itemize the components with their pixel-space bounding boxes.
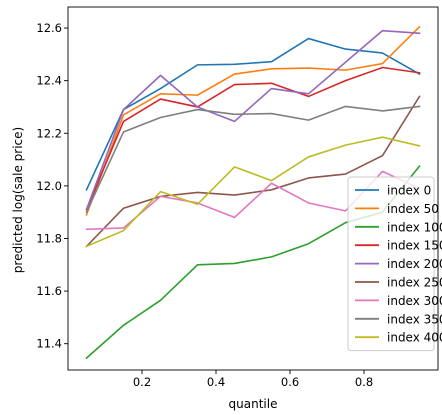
series-line-index-200 (85, 29, 421, 211)
series-line-index-50 (85, 25, 421, 216)
y-tick-label: 11.6 (36, 284, 62, 298)
legend-entry-label: index 100 (387, 220, 442, 234)
y-tick-label: 11.8 (36, 231, 62, 245)
axes-frame (67, 6, 439, 371)
legend-box (347, 176, 435, 352)
legend-entry-label: index 200 (387, 257, 442, 271)
series-line-index-150 (85, 66, 421, 211)
x-tick-label: 0.6 (281, 375, 299, 389)
series-line-index-250 (85, 95, 421, 248)
series-line-index-350 (85, 105, 421, 214)
y-tick-label: 12.0 (36, 179, 62, 193)
legend-entry-label: index 50 (387, 202, 439, 216)
legend-entry-label: index 250 (387, 276, 442, 290)
y-tick-label: 12.2 (36, 126, 62, 140)
legend: index 0 index 50 index 100 index 150 index 2… (347, 176, 442, 352)
series-line-index-0 (85, 37, 421, 191)
y-tick-label: 11.4 (36, 337, 62, 351)
legend-entry-label: index 300 (387, 294, 442, 308)
series-line-index-400 (85, 136, 421, 248)
x-tick-label: 0.4 (207, 375, 225, 389)
y-axis-label: predicted log(sale price) (11, 127, 25, 273)
legend-entry-label: index 350 (387, 312, 442, 326)
legend-entry-label: index 150 (387, 239, 442, 253)
y-tick-label: 12.4 (36, 74, 62, 88)
axes: 0.2 0.4 0.6 0.8 11.4 11.6 11.8 12.0 12.2 12.4 12.6 (36, 6, 439, 389)
legend-entry-label: index 0 (387, 184, 431, 198)
legend-entry-label: index 400 (387, 331, 442, 345)
x-tick-label: 0.2 (133, 375, 151, 389)
x-axis-label: quantile (229, 397, 278, 411)
y-tick-label: 12.6 (36, 21, 62, 35)
x-tick-label: 0.8 (355, 375, 373, 389)
